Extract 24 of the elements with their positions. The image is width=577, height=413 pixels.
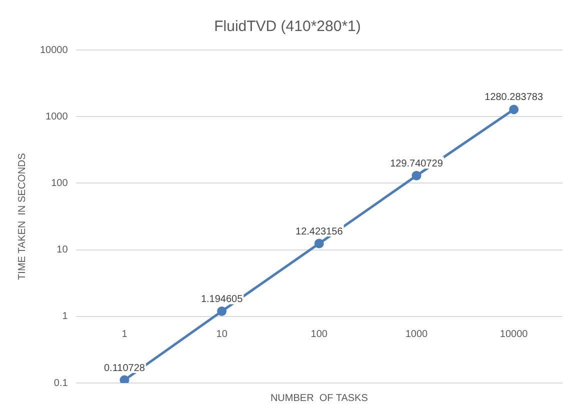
- x-tick-label: 1: [122, 329, 128, 340]
- y-tick-label: 100: [51, 178, 68, 189]
- point: [314, 238, 324, 248]
- point: [412, 170, 422, 180]
- x-axis-title: NUMBER OF TASKS: [270, 392, 368, 404]
- x-tick-label: 100: [310, 329, 328, 340]
- data-label: 1.194605: [200, 294, 244, 306]
- chart-title: FluidTVD (410*280*1): [214, 18, 361, 36]
- x-tick-label: 10: [216, 329, 228, 340]
- x-tick-label: 10000: [500, 329, 528, 340]
- y-tick-label: 0.1: [54, 378, 68, 389]
- data-label: 129.740729: [390, 158, 444, 170]
- y-tick-label: 10000: [40, 44, 68, 56]
- x-tick-label: 1000: [405, 329, 428, 340]
- point: [217, 306, 227, 316]
- point: [509, 104, 519, 114]
- data-label: 1280.283783: [484, 92, 544, 104]
- point: [120, 375, 130, 383]
- data-label: 12.423156: [296, 226, 344, 238]
- y-tick-label: 1000: [46, 111, 68, 122]
- y-tick-label: 1: [62, 311, 68, 322]
- y-tick-label: 10: [56, 244, 68, 256]
- data-label: 0.110728: [104, 362, 146, 374]
- y-axis-title: TIME TAKEN IN SECONDS: [16, 152, 28, 280]
